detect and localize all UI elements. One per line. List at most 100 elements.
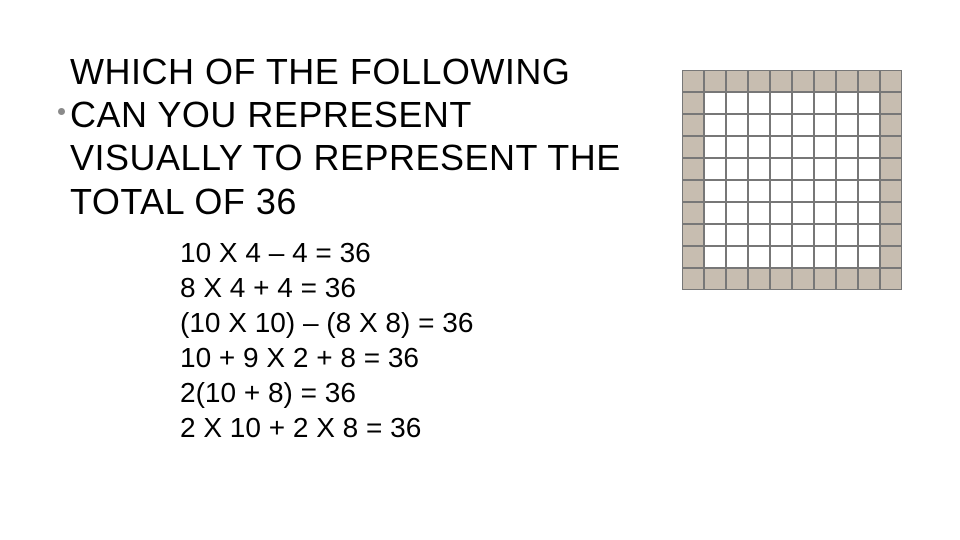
grid-cell [770,114,792,136]
grid-cell [792,136,814,158]
slide: WHICH OF THE FOLLOWING CAN YOU REPRESENT… [0,0,960,540]
grid-cell [792,268,814,290]
grid-cell [770,202,792,224]
grid-cell [792,202,814,224]
grid-cell [682,224,704,246]
grid-cell [748,224,770,246]
grid-cell [682,70,704,92]
grid-cell [770,246,792,268]
grid-cell [836,92,858,114]
grid-cell [682,136,704,158]
grid-cell [858,92,880,114]
grid-cell [836,180,858,202]
grid-cell [682,202,704,224]
grid-cell [726,224,748,246]
grid-cell [704,224,726,246]
heading-text: WHICH OF THE FOLLOWING CAN YOU REPRESENT… [70,51,621,222]
equation-item: 8 X 4 + 4 = 36 [180,270,473,305]
grid-cell [726,246,748,268]
grid-cell [880,92,902,114]
grid-cell [726,70,748,92]
grid-cell [880,246,902,268]
grid-cell [704,180,726,202]
grid-cell [858,224,880,246]
grid-cell [748,136,770,158]
equation-item: 10 X 4 – 4 = 36 [180,235,473,270]
grid-cell [792,92,814,114]
grid-cell [726,114,748,136]
grid-cell [836,246,858,268]
grid-cell [704,70,726,92]
equation-item: 10 + 9 X 2 + 8 = 36 [180,340,473,375]
grid-cell [704,92,726,114]
grid-cell [726,180,748,202]
grid-cell [880,158,902,180]
grid-10x10 [682,70,902,290]
grid-cell [748,246,770,268]
grid-cell [682,268,704,290]
grid-cell [726,268,748,290]
grid-cell [814,202,836,224]
grid-cell [880,268,902,290]
grid-cell [770,158,792,180]
grid-cell [836,268,858,290]
grid-cell [814,114,836,136]
grid-cell [682,92,704,114]
grid-cell [858,70,880,92]
grid-cell [814,70,836,92]
grid-cell [770,70,792,92]
grid-cell [880,136,902,158]
grid-cell [770,224,792,246]
grid-cell [704,268,726,290]
grid-cell [770,92,792,114]
grid-cell [836,158,858,180]
slide-heading: WHICH OF THE FOLLOWING CAN YOU REPRESENT… [70,50,630,223]
grid-cell [814,158,836,180]
grid-cell [682,246,704,268]
grid-cell [726,136,748,158]
grid-cell [704,202,726,224]
grid-cell [814,268,836,290]
grid-cell [858,136,880,158]
grid-cell [748,268,770,290]
grid-cell [704,114,726,136]
grid-cell [748,70,770,92]
grid-cell [858,246,880,268]
grid-cell [814,224,836,246]
grid-cell [792,158,814,180]
grid-cell [704,158,726,180]
grid-cell [748,202,770,224]
grid-cell [792,70,814,92]
grid-cell [836,114,858,136]
grid-cell [858,202,880,224]
grid-cell [792,224,814,246]
grid-cell [682,158,704,180]
grid-cell [726,202,748,224]
grid-cell [814,246,836,268]
grid-cell [770,180,792,202]
grid-cell [792,246,814,268]
grid-cell [880,180,902,202]
grid-cell [814,180,836,202]
grid-cell [814,92,836,114]
grid-cell [748,180,770,202]
grid-cell [748,114,770,136]
grid-cell [880,202,902,224]
grid-cell [682,180,704,202]
equation-item: 2(10 + 8) = 36 [180,375,473,410]
bullet-icon [58,108,65,115]
grid-cell [858,158,880,180]
grid-cell [858,114,880,136]
grid-cell [836,70,858,92]
grid-cell [880,114,902,136]
grid-cell [858,268,880,290]
grid-cell [880,224,902,246]
grid-cell [704,246,726,268]
grid-cell [682,114,704,136]
grid-cell [748,92,770,114]
grid-cell [726,158,748,180]
grid-cell [836,136,858,158]
grid-figure [660,60,920,300]
grid-cell [770,268,792,290]
equation-item: 2 X 10 + 2 X 8 = 36 [180,410,473,445]
